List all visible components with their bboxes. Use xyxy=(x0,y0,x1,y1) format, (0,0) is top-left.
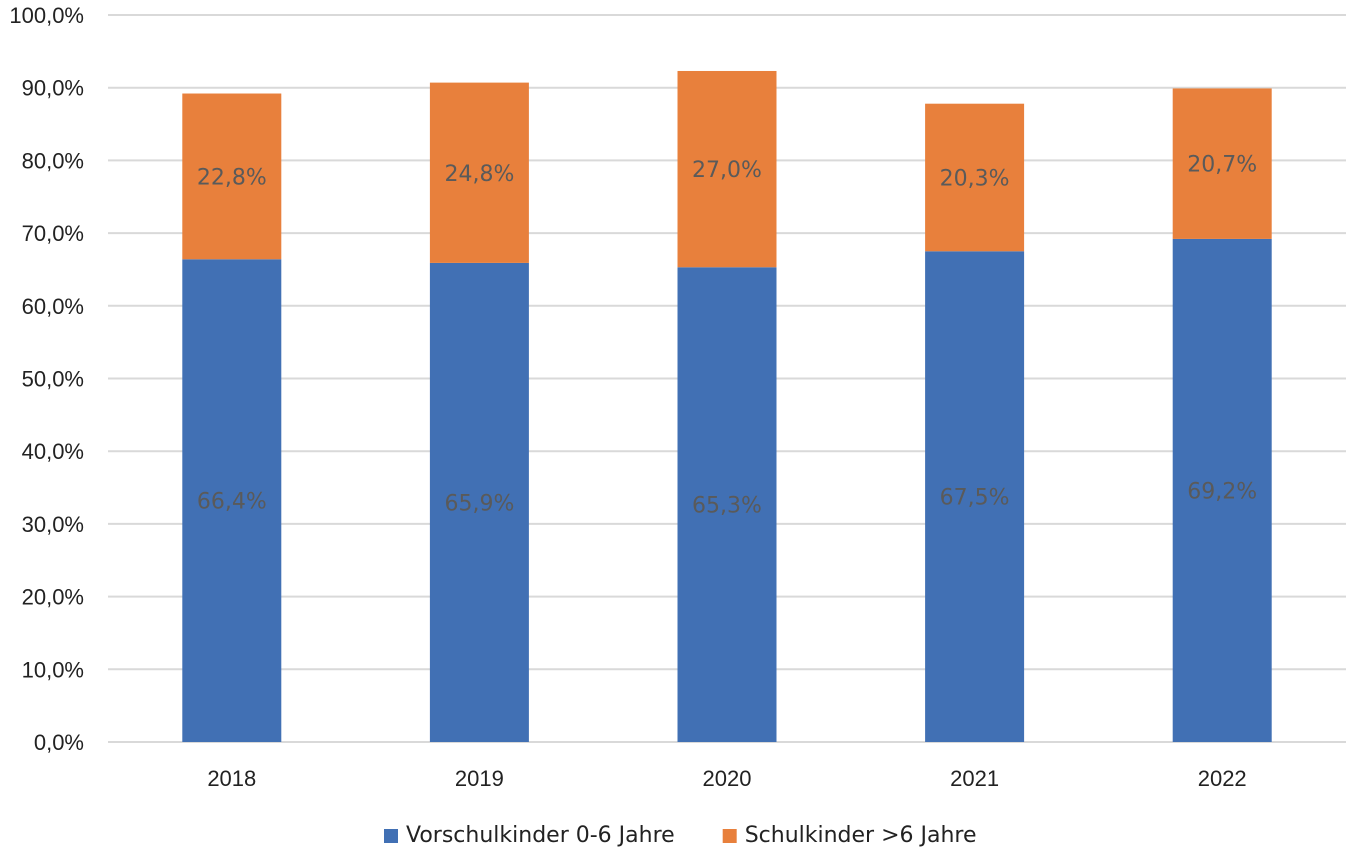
bar-segment xyxy=(182,259,282,742)
legend-label: Schulkinder >6 Jahre xyxy=(745,823,977,848)
bar-segment xyxy=(677,267,777,742)
y-tick-label: 50,0% xyxy=(22,367,84,392)
data-labels: 66,4% 22,8% 65,9% 24,8% 65,3% 27,0% 67,5% 20,3%… xyxy=(197,153,1257,519)
bar-segment xyxy=(677,70,777,268)
data-label: 27,0% xyxy=(692,158,762,183)
data-label: 65,9% xyxy=(444,491,514,516)
data-label: 24,8% xyxy=(444,162,514,187)
y-tick-label: 30,0% xyxy=(22,512,84,537)
bar-segment xyxy=(1172,88,1272,239)
legend-swatch xyxy=(384,829,398,843)
y-tick-label: 80,0% xyxy=(22,148,84,173)
data-label: 20,3% xyxy=(940,166,1010,191)
y-tick-label: 70,0% xyxy=(22,221,84,246)
data-label: 69,2% xyxy=(1187,479,1257,504)
x-tick-label: 2019 xyxy=(455,766,504,791)
x-tick-label: 2022 xyxy=(1198,766,1247,791)
y-tick-label: 20,0% xyxy=(22,585,84,610)
bar-segment xyxy=(925,103,1025,252)
data-label: 65,3% xyxy=(692,494,762,519)
bar-segment xyxy=(1172,238,1272,742)
data-label: 22,8% xyxy=(197,165,267,190)
legend-swatch xyxy=(722,829,737,843)
data-label: 66,4% xyxy=(197,490,267,515)
x-tick-label: 2021 xyxy=(950,766,999,791)
y-tick-label: 60,0% xyxy=(22,294,84,319)
x-tick-label: 2018 xyxy=(207,766,256,791)
y-axis-ticks: 0,0% 10,0% 20,0% 30,0% 40,0% 50,0% 60,0% 70,0% 8… xyxy=(9,3,84,755)
y-tick-label: 40,0% xyxy=(22,439,84,464)
y-tick-label: 90,0% xyxy=(22,76,84,101)
y-tick-label: 0,0% xyxy=(34,730,84,755)
y-tick-label: 10,0% xyxy=(22,657,84,682)
bar-segment xyxy=(182,93,282,260)
data-label: 67,5% xyxy=(940,486,1010,511)
bar-segment xyxy=(925,251,1025,742)
y-tick-label: 100,0% xyxy=(9,3,84,28)
x-axis-ticks: 2018 2019 2020 2021 2022 xyxy=(207,766,1246,791)
x-tick-label: 2020 xyxy=(703,766,752,791)
legend-label: Vorschulkinder 0-6 Jahre xyxy=(406,823,675,848)
bars xyxy=(182,70,1272,742)
bar-segment xyxy=(429,262,529,742)
bar-segment xyxy=(429,82,529,263)
legend: Vorschulkinder 0-6 Jahre Schulkinder >6 J… xyxy=(384,823,977,848)
data-label: 20,7% xyxy=(1187,153,1257,178)
